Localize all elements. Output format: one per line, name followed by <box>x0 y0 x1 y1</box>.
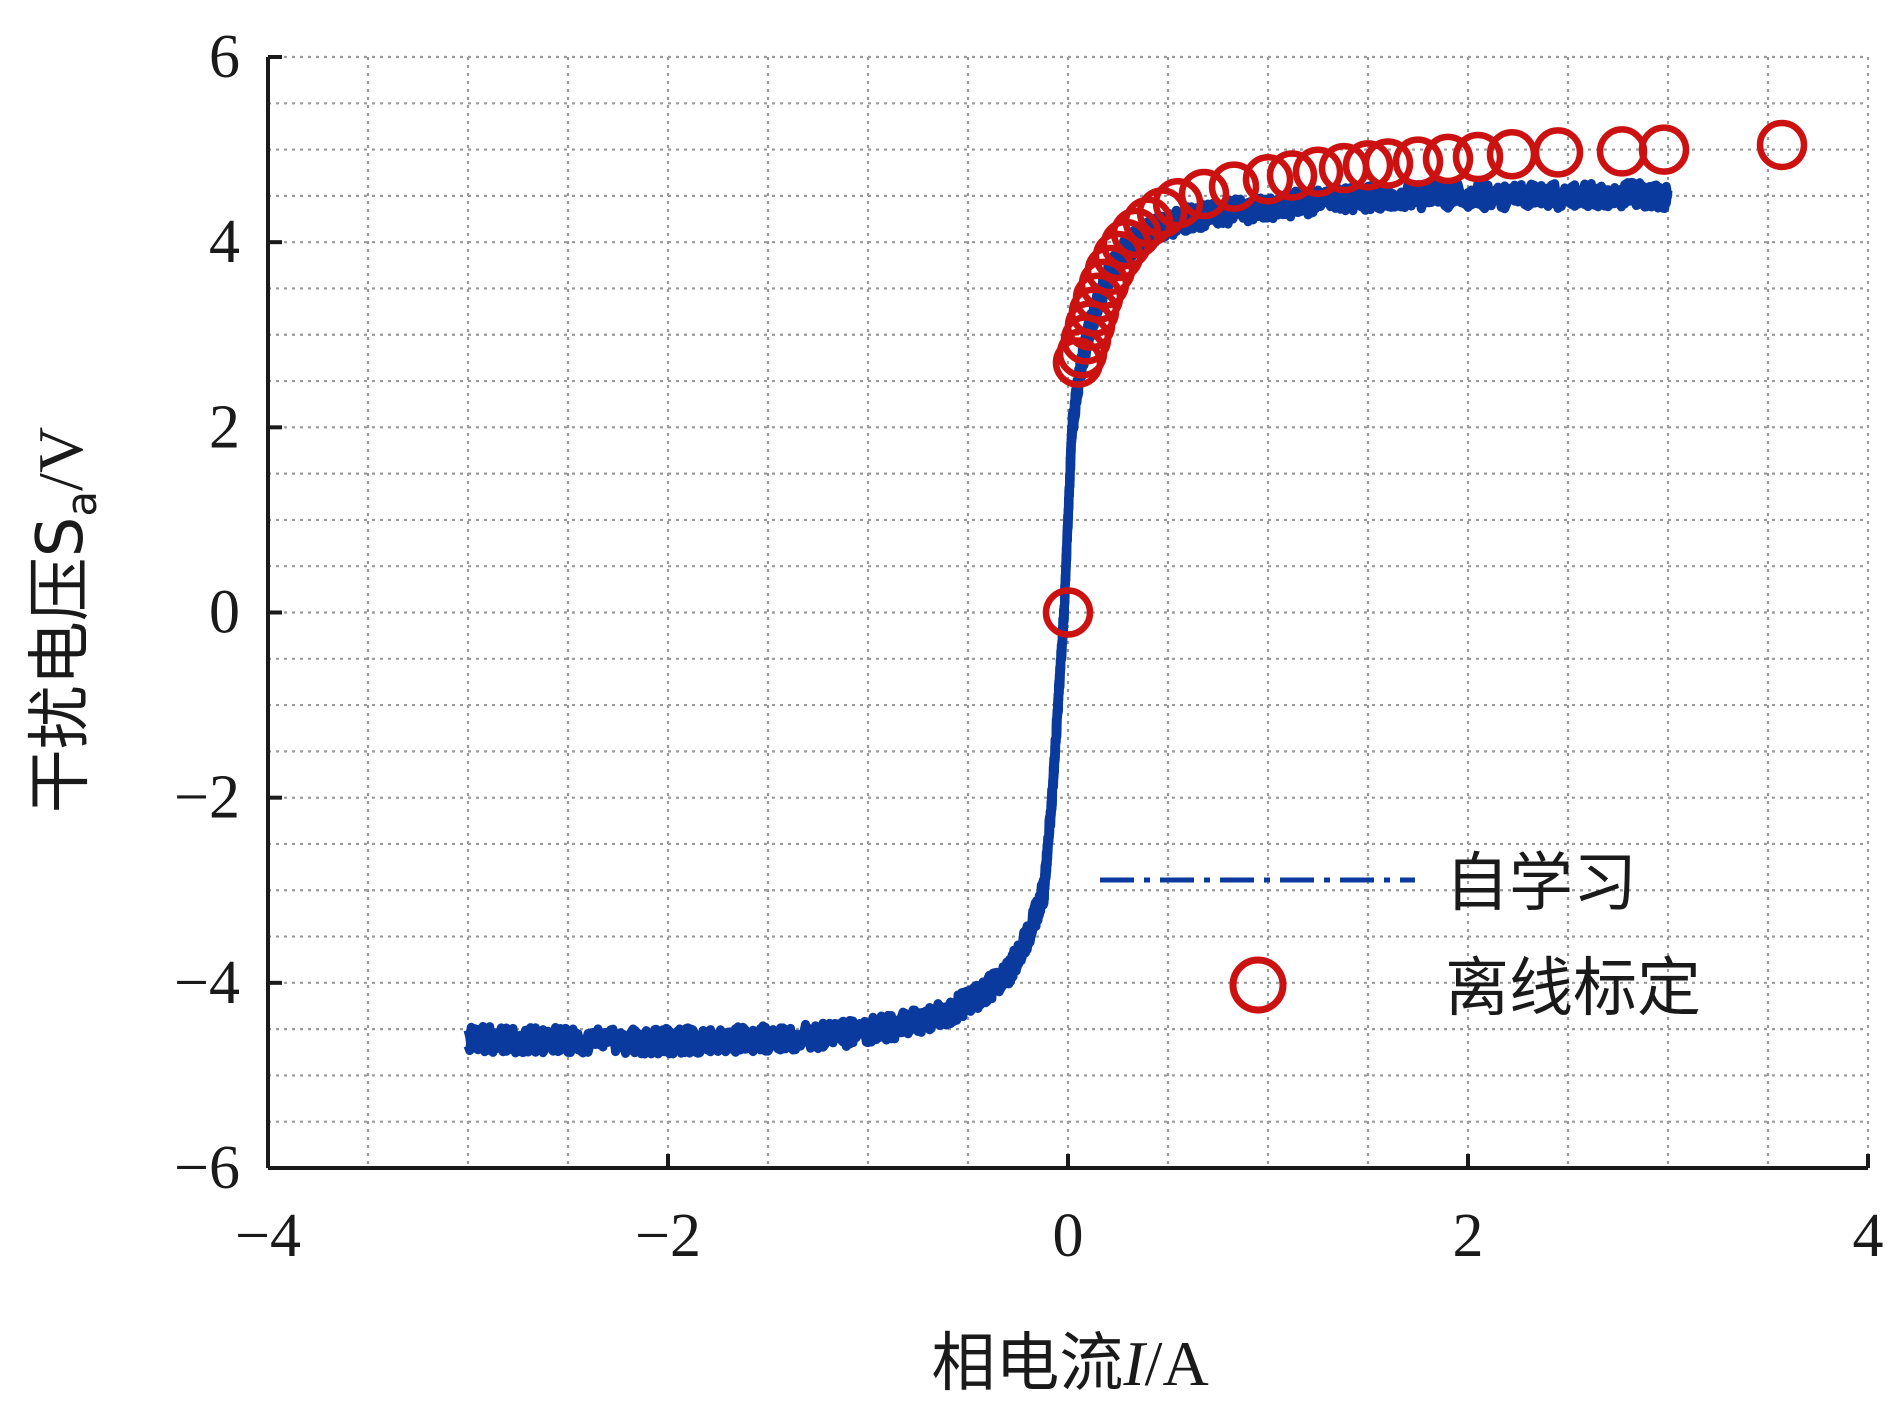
y-tick-label: 2 <box>209 393 240 461</box>
y-tick-label: 4 <box>209 208 240 276</box>
axes <box>266 55 1870 1170</box>
y-tick-label: −4 <box>174 949 240 1017</box>
offline-calibration-point <box>1042 587 1094 638</box>
legend-label-self-learning: 自学习 <box>1445 847 1637 921</box>
x-tick-label: 0 <box>1053 1202 1084 1270</box>
y-tick-label: 6 <box>209 23 240 91</box>
offline-calibration-point <box>1178 168 1230 220</box>
x-tick-label: −2 <box>635 1202 701 1270</box>
y-tick-label: −6 <box>174 1134 240 1202</box>
offline-calibration-point <box>1452 131 1504 183</box>
x-tick-label: 2 <box>1453 1202 1484 1270</box>
offline-calibration-point <box>1292 146 1344 198</box>
offline-calibration-point <box>1756 119 1808 171</box>
offline-calibration-point <box>1638 124 1690 175</box>
y-tick-label: −2 <box>174 764 240 832</box>
self-learning-line <box>463 178 1673 1059</box>
y-axis-title: 干扰电压Sa/V <box>24 427 106 813</box>
offline-calibration-point <box>1422 133 1474 185</box>
offline-calibration-point <box>1532 127 1584 178</box>
offline-calibration-point <box>1342 140 1394 191</box>
y-tick-label: 0 <box>209 579 240 647</box>
offline-calibration-point <box>1208 161 1260 212</box>
x-tick-label: −4 <box>235 1202 301 1270</box>
legend-swatch-offline-calibration <box>1229 956 1287 1014</box>
x-axis-title: 相电流I/A <box>931 1327 1208 1401</box>
legend-label-offline-calibration: 离线标定 <box>1445 952 1701 1026</box>
x-tick-label: 4 <box>1853 1202 1884 1270</box>
offline-calibration-point <box>1362 138 1414 189</box>
series-offline-calibration <box>1042 119 1808 638</box>
legend: 自学习 离线标定 <box>1100 847 1701 1026</box>
offline-calibration-point <box>1242 153 1294 205</box>
offline-calibration-point <box>1152 178 1204 229</box>
offline-calibration-point <box>1392 136 1444 187</box>
offline-calibration-point <box>1266 150 1318 201</box>
